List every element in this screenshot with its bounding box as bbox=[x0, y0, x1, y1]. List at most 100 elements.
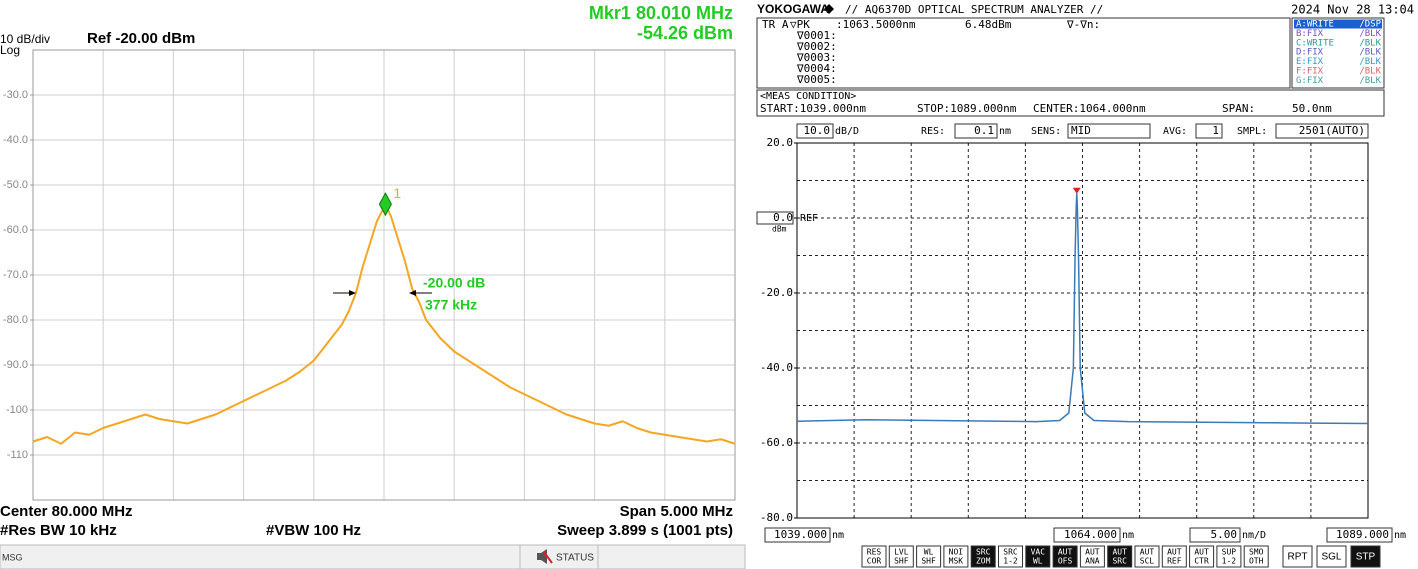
label: /DSP bbox=[1359, 20, 1381, 30]
button-label: OFS bbox=[1058, 557, 1073, 566]
ref-box bbox=[756, 211, 794, 225]
value-box bbox=[1053, 527, 1121, 543]
x-tick-label: 1039.000 bbox=[774, 528, 827, 541]
label: Ref -20.00 dBm bbox=[87, 30, 195, 47]
label: <MEAS CONDITION> bbox=[760, 91, 856, 102]
label: ∇0005: bbox=[796, 73, 837, 86]
value-box bbox=[1189, 527, 1241, 543]
label: RES: bbox=[921, 126, 945, 137]
button[interactable] bbox=[916, 545, 942, 568]
button-label: COR bbox=[867, 557, 882, 566]
button[interactable] bbox=[1189, 545, 1215, 568]
button-label: SGL bbox=[1321, 552, 1341, 563]
label: Log bbox=[0, 43, 20, 57]
x-unit: nm bbox=[832, 530, 844, 541]
button[interactable] bbox=[970, 545, 996, 568]
button[interactable] bbox=[1107, 545, 1133, 568]
label: AVG: bbox=[1163, 126, 1187, 137]
label: E:FIX bbox=[1296, 57, 1324, 67]
label: 1 bbox=[1212, 124, 1219, 137]
label: A:WRITE bbox=[1296, 20, 1334, 30]
button-label: ANA bbox=[1085, 557, 1100, 566]
value-box bbox=[796, 123, 834, 139]
logo-diamond bbox=[824, 4, 834, 14]
label: SPAN: bbox=[1222, 102, 1255, 115]
button-label: WL bbox=[1033, 557, 1043, 566]
y-tick-label: 0.0 bbox=[773, 211, 793, 224]
label: ∇0002: bbox=[796, 40, 837, 53]
x-tick-label: 1064.000 bbox=[1064, 528, 1117, 541]
meas-box bbox=[756, 89, 1385, 117]
label: Sweep 3.899 s (1001 pts) bbox=[557, 522, 733, 539]
label: nm bbox=[999, 126, 1011, 137]
button[interactable] bbox=[1350, 545, 1381, 568]
button-label: SRC bbox=[976, 548, 991, 557]
label: MSG bbox=[2, 552, 23, 562]
label: #VBW 100 Hz bbox=[266, 522, 361, 539]
label: /BLK bbox=[1359, 48, 1381, 58]
y-tick-label: -50.0 bbox=[3, 179, 28, 191]
button-label: ZOM bbox=[976, 557, 991, 566]
button[interactable] bbox=[1025, 545, 1051, 568]
button-label: AUT bbox=[1058, 548, 1073, 557]
button[interactable] bbox=[888, 545, 914, 568]
label: /BLK bbox=[1359, 38, 1381, 48]
y-tick-label: -60.0 bbox=[3, 224, 28, 236]
label: #Res BW 10 kHz bbox=[0, 522, 117, 539]
button-label: AUT bbox=[1167, 548, 1182, 557]
x-tick-label: 1089.000 bbox=[1336, 528, 1389, 541]
label: -54.26 dBm bbox=[637, 23, 733, 43]
value-box bbox=[1067, 123, 1151, 139]
status-bar bbox=[0, 544, 746, 569]
button-label: AUT bbox=[1194, 548, 1209, 557]
label: MID bbox=[1071, 124, 1091, 137]
label: 2024 Nov 28 13:04 bbox=[1291, 3, 1414, 17]
button[interactable] bbox=[1161, 545, 1187, 568]
label: F:FIX bbox=[1296, 67, 1324, 77]
value-box bbox=[764, 527, 831, 543]
label: Mkr1 80.010 MHz bbox=[589, 3, 733, 23]
label: ∇0004: bbox=[796, 62, 837, 75]
trace-state-highlight bbox=[1294, 19, 1382, 29]
label: Span 5.000 MHz bbox=[620, 503, 733, 520]
button-label: NOI bbox=[949, 548, 964, 557]
label: SMPL: bbox=[1237, 126, 1267, 137]
button-label: WL bbox=[924, 548, 934, 557]
button[interactable] bbox=[1079, 545, 1105, 568]
button-label: SHF bbox=[894, 557, 909, 566]
button[interactable] bbox=[1134, 545, 1160, 568]
label: 10.0 bbox=[804, 124, 831, 137]
button[interactable] bbox=[861, 545, 887, 568]
button[interactable] bbox=[998, 545, 1023, 568]
button-label: AUT bbox=[1112, 548, 1127, 557]
button-label: RPT bbox=[1288, 552, 1308, 563]
label: SENS: bbox=[1031, 126, 1061, 137]
button-label: SRC bbox=[1112, 557, 1127, 566]
y-tick-label: -90.0 bbox=[3, 359, 28, 371]
value-box bbox=[1326, 527, 1393, 543]
delta-arrow-head bbox=[349, 290, 356, 296]
button[interactable] bbox=[943, 545, 969, 568]
button-label: AUT bbox=[1140, 548, 1155, 557]
button[interactable] bbox=[1052, 545, 1078, 568]
y-tick-label: -110 bbox=[7, 449, 28, 461]
button-label: AUT bbox=[1085, 548, 1100, 557]
label: 10 dB/div bbox=[0, 32, 50, 46]
label: -20.00 dB bbox=[423, 275, 485, 291]
button[interactable] bbox=[1282, 545, 1313, 568]
button-label: SUP bbox=[1222, 548, 1237, 557]
button-label: VAC bbox=[1031, 548, 1046, 557]
label: ∇-∇n: bbox=[1066, 18, 1100, 31]
button[interactable] bbox=[1216, 545, 1242, 568]
label: /BLK bbox=[1359, 76, 1381, 86]
button[interactable] bbox=[1243, 545, 1269, 568]
delta-arrow-head bbox=[409, 290, 416, 296]
x-unit: nm bbox=[1122, 530, 1134, 541]
label: 6.48dBm bbox=[965, 18, 1012, 31]
label: dBm bbox=[772, 225, 787, 234]
y-tick-label: -40.0 bbox=[3, 134, 28, 146]
label: ∇0003: bbox=[796, 51, 837, 64]
button[interactable] bbox=[1316, 545, 1347, 568]
button-label: 1-2 bbox=[1003, 557, 1018, 566]
